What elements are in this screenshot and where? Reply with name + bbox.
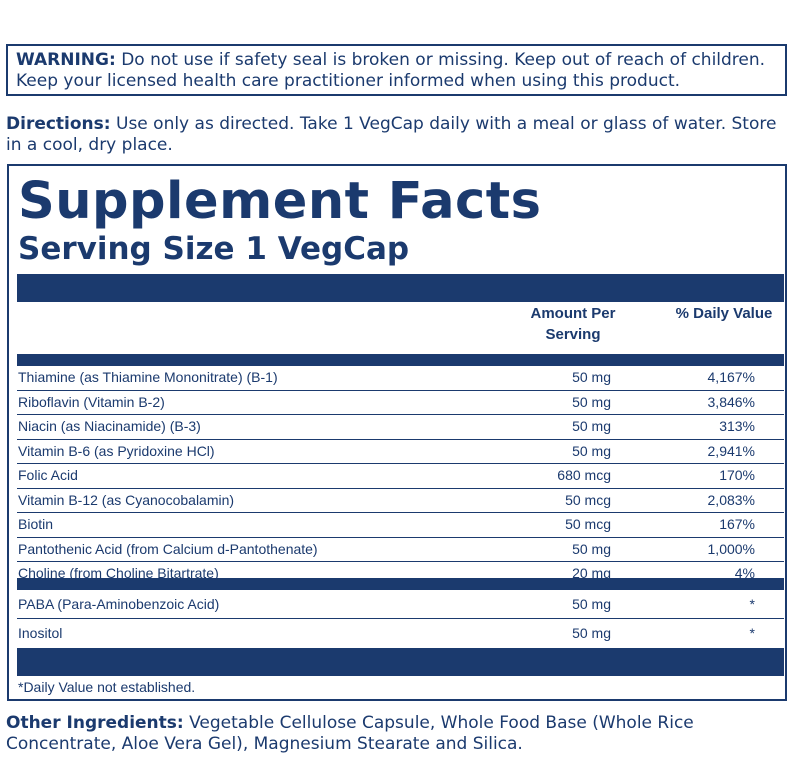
nutrient-name: Vitamin B-12 (as Cyanocobalamin) xyxy=(18,491,235,508)
nutrient-daily-value: 170% xyxy=(719,467,755,483)
directions-text: Use only as directed. Take 1 VegCap dail… xyxy=(6,114,777,155)
column-header-amount: Amount Per Serving xyxy=(530,305,616,343)
nutrient-table: Thiamine (as Thiamine Mononitrate) (B-1)… xyxy=(17,366,784,586)
other-ingredients-label: Other Ingredients: xyxy=(6,713,184,733)
nutrient-amount: 20 mg xyxy=(572,565,611,581)
table-row: Niacin (as Niacinamide) (B-3) 50 mg 313% xyxy=(17,415,784,440)
warning-text-1: Do not use if safety seal is broken or m… xyxy=(121,50,766,70)
serving-size: Serving Size 1 VegCap xyxy=(18,231,410,267)
nutrient-amount: 680 mcg xyxy=(557,467,611,483)
supplement-facts-panel: Supplement Facts Serving Size 1 VegCap A… xyxy=(7,164,787,701)
nutrient-amount: 50 mg xyxy=(572,540,611,557)
table-row: Vitamin B-6 (as Pyridoxine HCl) 50 mg 2,… xyxy=(17,440,784,464)
nutrient-amount: 50 mg xyxy=(572,625,611,641)
nutrient-amount: 50 mg xyxy=(572,393,611,410)
warning-label: WARNING: xyxy=(16,50,116,70)
nutrient-amount: 50 mg xyxy=(572,442,611,459)
nutrient-daily-value: 4% xyxy=(734,565,755,581)
directions: Directions: Use only as directed. Take 1… xyxy=(6,114,791,156)
nutrient-name: Inositol xyxy=(18,625,63,641)
nutrient-name: Folic Acid xyxy=(18,467,78,483)
nutrient-daily-value: 4,167% xyxy=(707,369,755,385)
nutrient-amount: 50 mcg xyxy=(565,516,611,532)
warning-box: WARNING: Do not use if safety seal is br… xyxy=(6,44,787,96)
nutrient-daily-value: 167% xyxy=(719,516,755,532)
nutrient-daily-value: 2,941% xyxy=(707,442,755,459)
nutrient-amount: 50 mg xyxy=(572,369,611,385)
footnote: *Daily Value not established. xyxy=(18,679,196,695)
nutrient-name: Pantothenic Acid (from Calcium d-Pantoth… xyxy=(18,540,318,557)
nutrient-name: Biotin xyxy=(18,516,54,532)
directions-label: Directions: xyxy=(6,114,111,134)
non-dv-table: PABA (Para-Aminobenzoic Acid) 50 mg * In… xyxy=(17,590,784,647)
nutrient-amount: 50 mg xyxy=(572,418,611,434)
nutrient-name: Riboflavin (Vitamin B-2) xyxy=(18,393,165,410)
table-row: Pantothenic Acid (from Calcium d-Pantoth… xyxy=(17,538,784,562)
other-ingredients-text: Vegetable Cellulose Capsule, Whole Food … xyxy=(6,713,694,754)
table-row: Choline (from Choline Bitartrate) 20 mg … xyxy=(17,562,784,586)
nutrient-name: Thiamine (as Thiamine Mononitrate) (B-1) xyxy=(18,369,278,385)
nutrient-daily-value: * xyxy=(749,625,755,641)
nutrient-name: Niacin (as Niacinamide) (B-3) xyxy=(18,418,201,434)
table-row: Vitamin B-12 (as Cyanocobalamin) 50 mcg … xyxy=(17,489,784,513)
nutrient-name: PABA (Para-Aminobenzoic Acid) xyxy=(18,596,220,612)
table-row: Inositol 50 mg * xyxy=(17,619,784,647)
warning-text-2: Keep your licensed health care practitio… xyxy=(16,71,681,91)
nutrient-daily-value: 1,000% xyxy=(707,540,755,557)
nutrient-amount: 50 mg xyxy=(572,596,611,612)
nutrient-daily-value: 313% xyxy=(719,418,755,434)
facts-title: Supplement Facts xyxy=(18,172,542,231)
other-ingredients: Other Ingredients: Vegetable Cellulose C… xyxy=(6,713,791,755)
table-row: PABA (Para-Aminobenzoic Acid) 50 mg * xyxy=(17,590,784,619)
divider-bar xyxy=(17,354,784,366)
divider-bar xyxy=(17,274,784,302)
table-row: Biotin 50 mcg 167% xyxy=(17,513,784,538)
column-header-daily-value: % Daily Value xyxy=(675,305,773,322)
warning-line-1: WARNING: Do not use if safety seal is br… xyxy=(16,50,777,71)
nutrient-daily-value: 3,846% xyxy=(707,393,755,410)
table-row: Riboflavin (Vitamin B-2) 50 mg 3,846% xyxy=(17,391,784,415)
divider-bar xyxy=(17,648,784,676)
table-row: Folic Acid 680 mcg 170% xyxy=(17,464,784,489)
nutrient-amount: 50 mcg xyxy=(565,491,611,508)
nutrient-daily-value: * xyxy=(749,596,755,612)
nutrient-daily-value: 2,083% xyxy=(707,491,755,508)
nutrient-name: Choline (from Choline Bitartrate) xyxy=(18,565,219,581)
table-row: Thiamine (as Thiamine Mononitrate) (B-1)… xyxy=(17,366,784,391)
nutrient-name: Vitamin B-6 (as Pyridoxine HCl) xyxy=(18,442,215,459)
divider-bar xyxy=(17,578,784,590)
